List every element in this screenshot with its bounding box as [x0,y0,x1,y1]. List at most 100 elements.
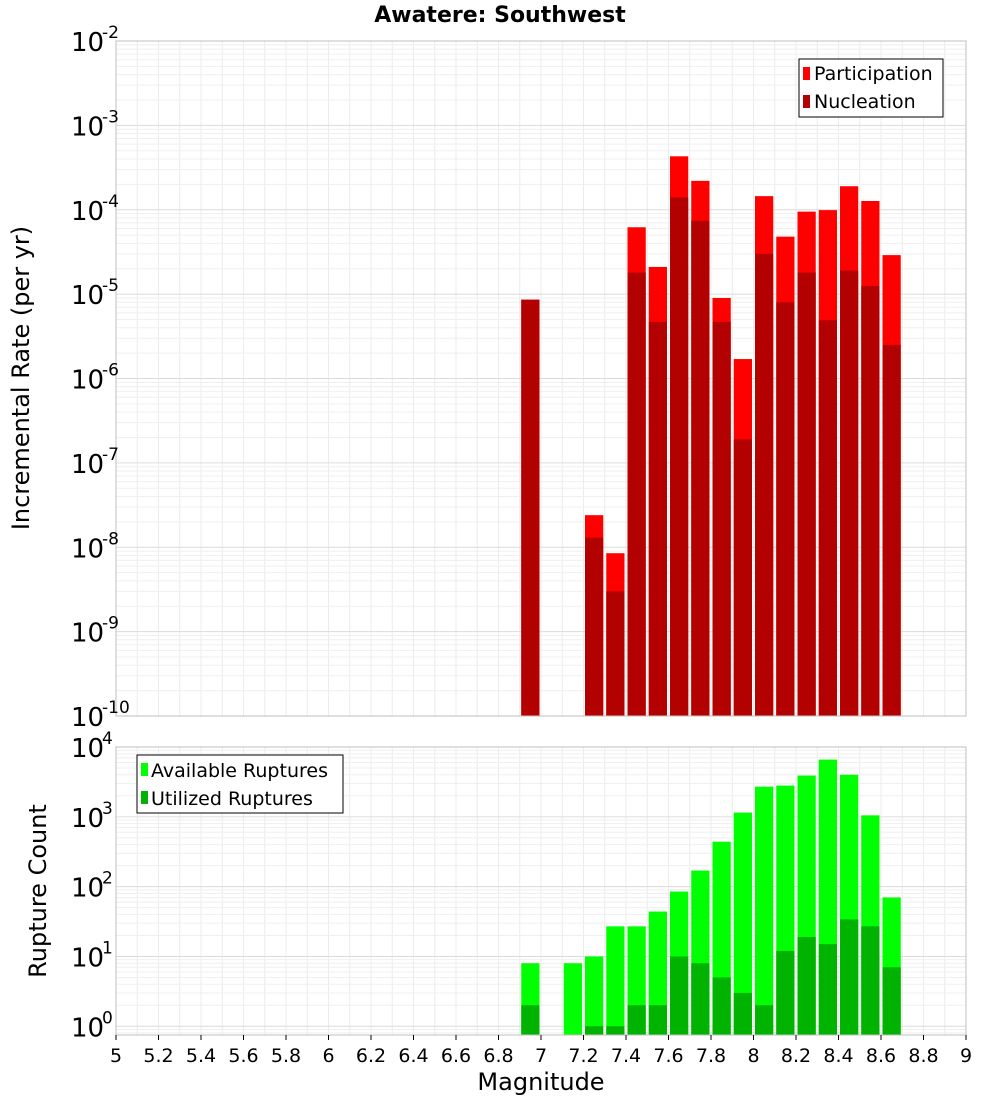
rate-y-tick-base: 10 [71,619,104,649]
x-tick-label: 5.6 [228,1045,258,1067]
rate-bar-secondary [670,197,689,717]
x-tick-label: 7.4 [611,1045,641,1067]
count-bar-secondary [797,936,816,1035]
count-y-tick-base: 10 [71,734,104,764]
rate-y-tick-exponent: -5 [102,276,119,296]
rate-bar-secondary [712,321,731,716]
count-bar-secondary [882,967,901,1035]
count-bar-secondary [733,992,752,1035]
x-tick-label: 5.8 [271,1045,301,1067]
count-bar-primary [606,926,625,1035]
rate-grid [115,41,967,717]
count-bar-secondary [585,1026,604,1035]
rate-y-tick-exponent: -3 [102,107,119,127]
count-bar-primary [648,911,667,1035]
rate-y-tick-exponent: -4 [102,192,119,212]
count-bars [521,759,901,1035]
rate-bar-secondary [648,321,667,716]
count-y-tick-exponent: 2 [102,869,113,889]
rate-bar-secondary [733,439,752,716]
rate-y-tick-base: 10 [71,450,104,480]
x-tick-label: 6 [322,1045,334,1067]
rate-bar-secondary [818,320,837,716]
count-bar-primary [585,956,604,1035]
rate-bar-secondary [861,285,880,716]
count-y-tick-base: 10 [71,804,104,834]
rate-bar-secondary [882,344,901,716]
rate-y-axis-label: Incremental Rate (per yr) [7,226,35,530]
count-y-tick-exponent: 3 [102,799,113,819]
count-y-tick-base: 10 [71,874,104,904]
count-bar-secondary [776,950,795,1035]
count-bar-primary [733,812,752,1035]
count-legend: Available Ruptures Utilized Ruptures [136,754,344,814]
count-bar-secondary [712,977,731,1035]
rate-bar-secondary [691,220,710,716]
x-tick-label: 8.4 [823,1045,853,1067]
x-tick-label: 7.2 [568,1045,598,1067]
rate-bar-secondary [755,253,774,716]
rate-y-tick-exponent: -7 [102,445,119,465]
x-tick-label: 6.4 [398,1045,428,1067]
x-tick-label: 6.8 [483,1045,513,1067]
count-bar-primary [563,963,582,1035]
count-y-tick-exponent: 0 [102,1008,113,1028]
count-y-tick-base: 10 [71,1013,104,1043]
x-tick-label: 5 [110,1045,122,1067]
rate-y-tick-base: 10 [71,534,104,564]
count-bar-secondary [861,926,880,1035]
count-bar-secondary [521,1005,540,1035]
available-swatch [141,763,148,776]
x-tick-label: 8.8 [908,1045,938,1067]
rate-bar-secondary [776,302,795,716]
magnitude-x-axis-label: Magnitude [477,1068,604,1096]
count-legend-box [136,754,344,814]
rate-y-tick-base: 10 [71,112,104,142]
utilized-swatch [141,791,148,804]
rate-bar-secondary [840,270,859,716]
x-tick-label: 5.4 [186,1045,216,1067]
rate-bar-secondary [627,272,646,716]
rate-y-tick-exponent: -2 [102,23,119,43]
rate-y-tick-base: 10 [71,703,104,733]
count-bar-secondary [606,1026,625,1035]
count-bar-secondary [627,1005,646,1035]
participation-swatch [803,67,810,80]
rate-y-tick-exponent: -10 [102,698,130,718]
x-tick-label: 7.6 [653,1045,683,1067]
rate-bars [521,156,901,717]
count-bar-primary [755,786,774,1035]
x-tick-label: 8.6 [866,1045,896,1067]
count-bar-secondary [691,963,710,1035]
nucleation-swatch [803,95,810,108]
rate-y-tick-base: 10 [71,197,104,227]
rate-legend: Participation Nucleation [798,58,944,118]
rate-y-tick-base: 10 [71,28,104,58]
rate-y-tick-base: 10 [71,281,104,311]
rate-bar-secondary [521,299,540,716]
x-tick-label: 5.2 [143,1045,173,1067]
count-y-tick-exponent: 4 [102,729,113,749]
count-bar-secondary [670,956,689,1035]
x-tick-label: 9 [960,1045,972,1067]
count-bar-secondary [755,1005,774,1035]
count-bar-secondary [840,919,859,1035]
chart-title: Awatere: Southwest [374,3,626,28]
count-bar-secondary [648,1005,667,1035]
x-tick-label: 8.2 [781,1045,811,1067]
participation-legend-label: Participation [814,63,933,85]
utilized-legend-label: Utilized Ruptures [151,788,313,810]
count-y-tick-exponent: 1 [102,938,113,958]
x-tick-label: 6.2 [356,1045,386,1067]
rate-y-tick-exponent: -9 [102,614,119,634]
rate-bar-secondary [606,591,625,716]
count-y-tick-base: 10 [71,943,104,973]
nucleation-legend-label: Nucleation [814,91,916,113]
count-bar-secondary [818,944,837,1035]
rate-bar-secondary [797,272,816,716]
